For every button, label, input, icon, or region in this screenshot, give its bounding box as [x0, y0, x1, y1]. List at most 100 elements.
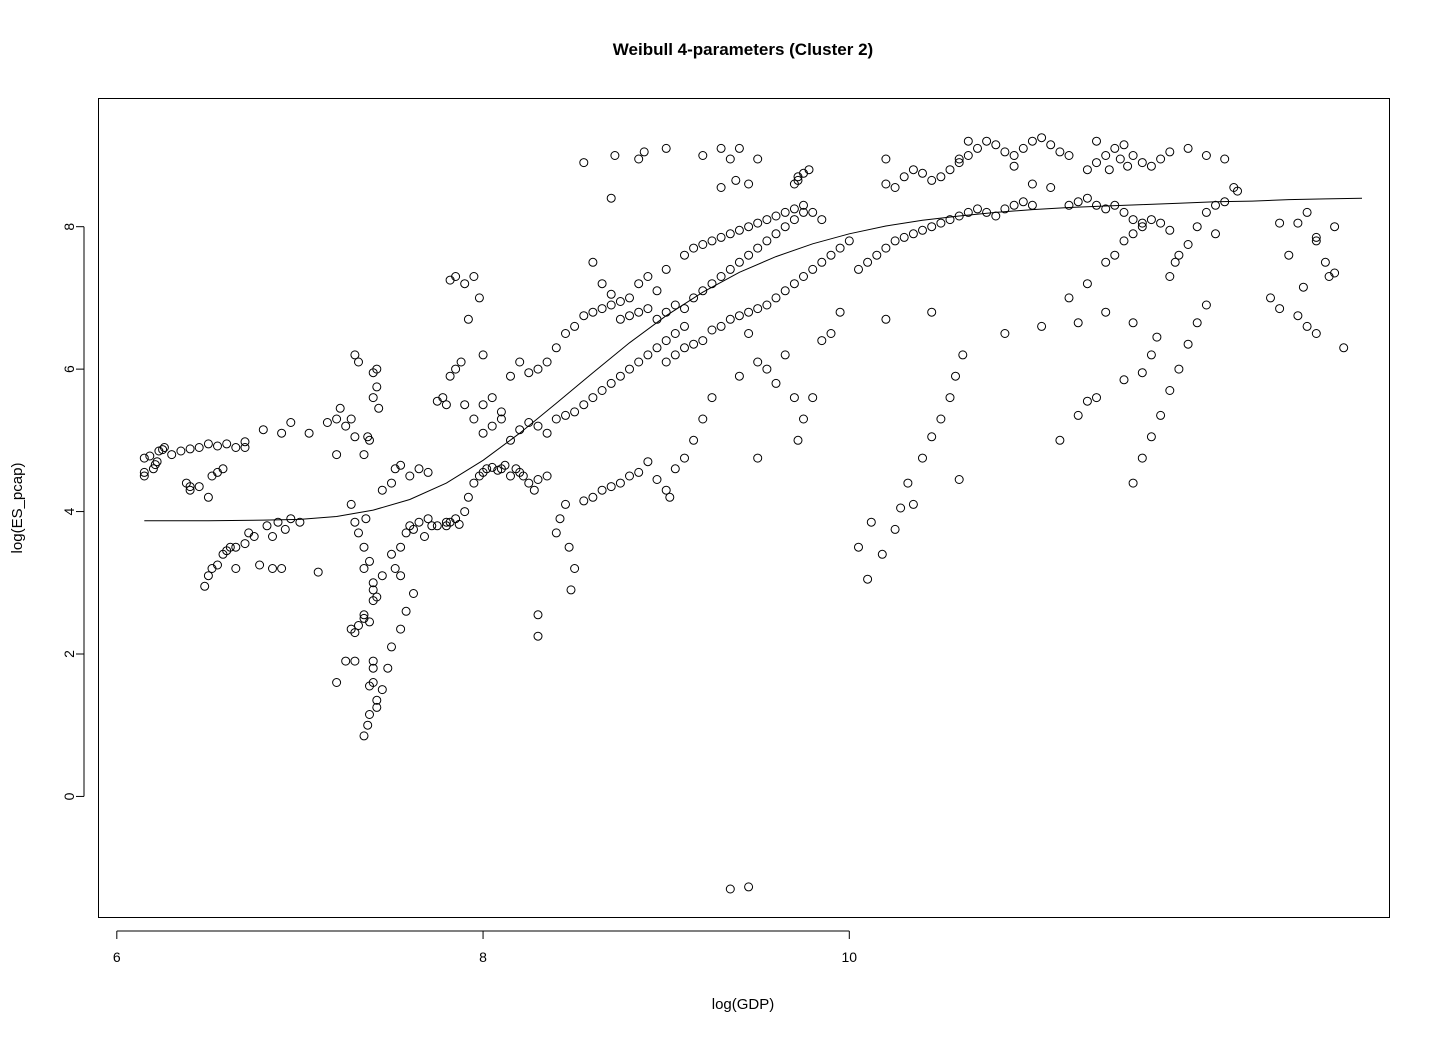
data-point	[515, 357, 525, 367]
data-point	[332, 414, 342, 424]
data-point	[487, 421, 497, 431]
data-point	[716, 272, 726, 281]
data-point	[454, 519, 464, 529]
data-point	[1037, 321, 1047, 331]
data-point	[744, 250, 754, 260]
data-point	[262, 521, 272, 531]
data-point	[771, 293, 781, 303]
data-point	[332, 450, 342, 460]
data-point	[441, 517, 451, 527]
data-point	[789, 215, 799, 225]
data-point	[377, 685, 387, 695]
data-point	[1201, 300, 1211, 310]
data-point	[734, 225, 744, 235]
data-point	[744, 179, 754, 189]
data-point	[555, 514, 565, 524]
data-point	[670, 464, 680, 474]
data-point	[368, 393, 378, 403]
data-point	[213, 441, 222, 451]
data-point	[588, 393, 598, 403]
data-point	[460, 400, 470, 410]
data-point	[661, 307, 671, 317]
data-point	[533, 610, 543, 620]
data-point	[474, 293, 484, 303]
data-point	[313, 567, 323, 577]
data-point	[335, 403, 345, 413]
data-point	[680, 343, 689, 353]
data-point	[808, 207, 818, 217]
data-point	[734, 257, 744, 267]
fit-curve	[144, 197, 1363, 522]
data-point	[456, 357, 466, 367]
data-point	[652, 475, 662, 484]
data-point	[1119, 140, 1129, 150]
data-point	[542, 471, 552, 481]
data-point	[744, 882, 754, 892]
data-point	[427, 521, 437, 531]
data-point	[615, 371, 625, 381]
data-point	[506, 435, 515, 445]
data-point	[359, 610, 369, 620]
data-point	[1092, 200, 1101, 210]
y-tick-label: 6	[61, 365, 77, 373]
data-point	[734, 311, 744, 321]
data-point	[762, 300, 772, 310]
data-point	[441, 400, 451, 410]
data-point	[643, 304, 653, 314]
data-point	[396, 542, 406, 552]
data-point	[890, 236, 900, 246]
data-point	[1146, 350, 1156, 360]
data-points	[139, 133, 1349, 894]
data-point	[469, 272, 479, 281]
data-point	[643, 350, 653, 360]
data-point	[341, 656, 351, 666]
data-point	[377, 571, 387, 581]
data-point	[817, 336, 827, 346]
data-point	[518, 471, 528, 481]
data-point	[1073, 318, 1083, 328]
data-point	[542, 357, 552, 367]
data-point	[844, 236, 854, 246]
data-point	[273, 517, 283, 527]
data-point	[194, 443, 204, 452]
data-point	[1220, 154, 1230, 164]
data-point	[1302, 207, 1312, 217]
data-point	[500, 460, 510, 470]
data-point	[1266, 293, 1275, 303]
data-point	[185, 482, 195, 492]
data-point	[255, 560, 265, 570]
data-point	[689, 293, 699, 303]
data-point	[661, 143, 671, 153]
data-point	[881, 243, 891, 253]
data-point	[680, 321, 689, 331]
data-point	[625, 311, 634, 321]
data-point	[194, 482, 204, 492]
data-point	[365, 556, 374, 566]
data-point	[799, 414, 808, 424]
data-point	[409, 589, 418, 598]
data-point	[524, 478, 534, 488]
data-point	[542, 428, 552, 438]
data-point	[716, 143, 726, 153]
data-point	[423, 467, 433, 477]
data-point	[1146, 161, 1156, 171]
data-point	[350, 517, 360, 527]
data-point	[213, 560, 222, 570]
data-point	[1330, 222, 1340, 232]
data-point	[731, 175, 741, 185]
data-point	[753, 243, 763, 253]
data-point	[1174, 364, 1184, 374]
data-point	[1293, 218, 1303, 228]
data-point	[579, 496, 589, 506]
data-point	[643, 457, 653, 467]
data-point	[1165, 225, 1175, 235]
data-point	[780, 286, 790, 296]
data-point	[487, 393, 497, 403]
data-point	[689, 339, 699, 349]
data-point	[1082, 165, 1092, 175]
data-point	[670, 300, 680, 310]
data-point	[908, 499, 918, 509]
data-point	[588, 257, 598, 267]
data-point	[405, 471, 415, 481]
data-point	[225, 542, 235, 552]
